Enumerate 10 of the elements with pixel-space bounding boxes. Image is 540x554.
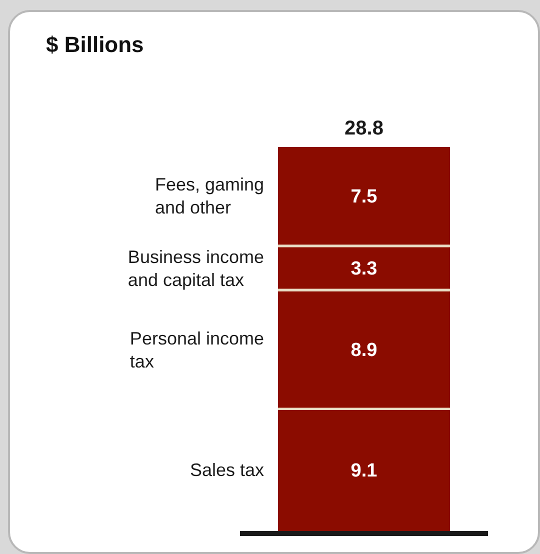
series-label: Business income and capital tax xyxy=(128,246,264,290)
data-label: 3.3 xyxy=(350,258,378,280)
text: $ Billions xyxy=(46,32,144,58)
data-label: 9.1 xyxy=(350,460,378,482)
total-label: 28.8 xyxy=(344,118,384,140)
series-label: Fees, gaming and other xyxy=(154,174,264,218)
series-label: Sales tax xyxy=(190,460,264,480)
data-label: 7.5 xyxy=(350,186,378,208)
data-label: 8.9 xyxy=(350,340,378,362)
series-label: Personal income tax xyxy=(130,328,264,372)
